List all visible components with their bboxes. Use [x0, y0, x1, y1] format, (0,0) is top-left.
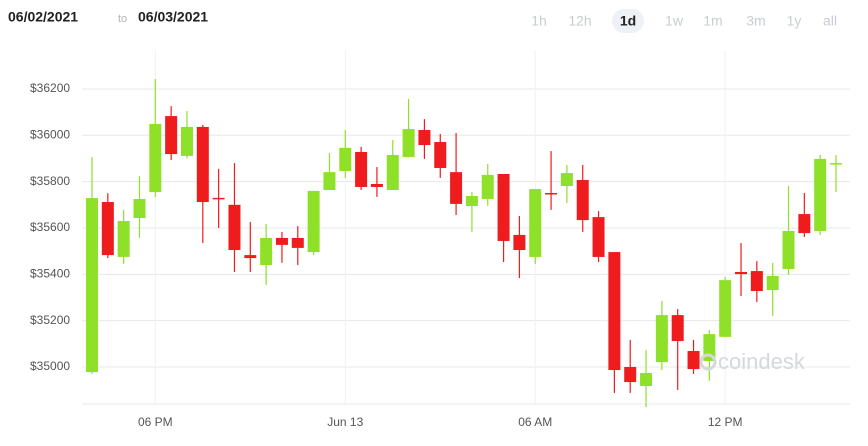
- candle-body: [529, 189, 542, 257]
- candle-body: [640, 373, 653, 386]
- candle-body: [418, 129, 431, 146]
- candle-body: [719, 280, 732, 337]
- x-tick-label: Jun 13: [327, 415, 363, 429]
- range-button[interactable]: all: [823, 13, 837, 29]
- range-button[interactable]: 3m: [746, 13, 765, 29]
- candle-body: [307, 190, 320, 253]
- candle-body: [402, 129, 415, 158]
- candle-body: [196, 126, 209, 203]
- x-tick-label: 12 PM: [708, 415, 743, 429]
- candle-body: [497, 173, 510, 241]
- candle-body: [687, 351, 700, 370]
- candle-body: [560, 173, 573, 187]
- candle-body: [133, 199, 146, 219]
- candle-body: [481, 174, 494, 200]
- candle-body: [782, 230, 795, 269]
- candle-body: [592, 217, 605, 257]
- candle-body: [339, 147, 352, 171]
- range-button[interactable]: 1w: [665, 13, 684, 29]
- y-tick-label: $35000: [30, 359, 70, 373]
- candle-body: [86, 198, 98, 373]
- candle-body: [180, 126, 193, 156]
- candle-body: [830, 163, 842, 165]
- y-tick-label: $35800: [30, 174, 70, 188]
- candle-body: [386, 154, 399, 190]
- range-button[interactable]: 1y: [787, 13, 802, 29]
- candle-body: [655, 315, 668, 363]
- range-button[interactable]: 1h: [531, 13, 547, 29]
- candle-body: [671, 315, 684, 342]
- candle-body: [370, 183, 383, 187]
- candle-body: [165, 116, 178, 155]
- candle-body: [291, 237, 304, 248]
- watermark: coindesk: [718, 349, 806, 374]
- y-tick-label: $36200: [30, 81, 70, 95]
- logo: [699, 353, 717, 371]
- candle-body: [355, 151, 368, 187]
- date-to: 06/03/2021: [138, 9, 208, 25]
- candle-body: [117, 221, 130, 257]
- candle-body: [814, 158, 827, 231]
- candle-body: [608, 252, 621, 371]
- range-highlight: [612, 9, 644, 33]
- y-tick-label: $35600: [30, 220, 70, 234]
- candle-body: [434, 142, 447, 168]
- candle-body: [513, 234, 526, 250]
- candle-body: [576, 180, 589, 221]
- y-tick-label: $35400: [30, 266, 70, 280]
- candle-body: [545, 192, 558, 195]
- y-tick-label: $36000: [30, 127, 70, 141]
- range-button[interactable]: 1m: [703, 13, 722, 29]
- candle-body: [275, 237, 288, 245]
- range-button[interactable]: 1d: [620, 13, 636, 29]
- candle-body: [228, 204, 241, 250]
- candle-body: [212, 197, 225, 200]
- candle-body: [323, 172, 336, 190]
- candle-body: [750, 271, 763, 292]
- date-from: 06/02/2021: [8, 9, 78, 25]
- y-tick-label: $35200: [30, 313, 70, 327]
- candle-body: [624, 367, 637, 383]
- candle-body: [766, 275, 779, 291]
- candle-body: [798, 214, 811, 234]
- range-button[interactable]: 12h: [568, 13, 591, 29]
- candle-body: [450, 172, 463, 204]
- candle-body: [149, 123, 162, 193]
- candle-body: [244, 255, 257, 259]
- x-tick-label: 06 PM: [138, 415, 173, 429]
- x-tick-label: 06 AM: [518, 415, 552, 429]
- date-separator: to: [118, 13, 127, 25]
- candle-body: [101, 202, 114, 256]
- candle-body: [260, 237, 273, 266]
- candle-body: [735, 272, 748, 275]
- candle-body: [465, 196, 478, 206]
